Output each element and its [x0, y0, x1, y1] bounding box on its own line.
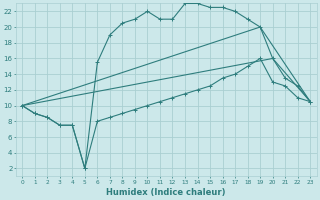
X-axis label: Humidex (Indice chaleur): Humidex (Indice chaleur)	[107, 188, 226, 197]
